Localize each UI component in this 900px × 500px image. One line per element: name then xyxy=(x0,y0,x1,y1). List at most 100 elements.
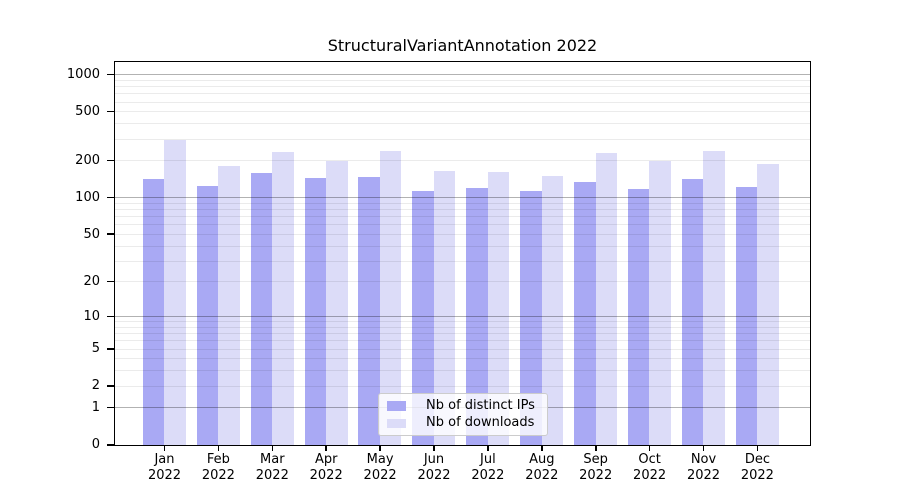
x-tick-year: 2022 xyxy=(147,467,182,483)
y-tick-label-0: 0 xyxy=(91,437,100,453)
x-tick-month: Oct xyxy=(638,452,661,467)
y-gridline-minor-4 xyxy=(115,358,810,360)
bar-downloads-feb xyxy=(218,166,240,445)
bar-downloads-sep xyxy=(595,153,617,445)
bar-downloads-jan xyxy=(164,139,186,445)
legend-item-downloads: Nb of downloads xyxy=(387,415,539,431)
x-tick-year: 2022 xyxy=(633,467,667,483)
y-tick-10 xyxy=(107,315,114,317)
legend-swatch-distinct-ips xyxy=(387,401,406,411)
bar-downloads-jul xyxy=(487,171,510,445)
bars-layer xyxy=(115,62,810,445)
legend-item-distinct-ips: Nb of distinct IPs xyxy=(387,398,539,414)
x-tick-feb xyxy=(217,446,220,451)
x-tick-year: 2022 xyxy=(740,467,774,483)
x-tick-month: Sep xyxy=(583,452,608,467)
y-gridline-minor-40 xyxy=(115,245,810,247)
y-gridline-minor-70 xyxy=(115,216,810,218)
bar-downloads-may xyxy=(379,151,402,445)
legend: Nb of distinct IPs Nb of downloads xyxy=(378,393,548,436)
bar-distinct-ips-feb xyxy=(196,186,219,445)
x-tick-label-aug: Aug 2022 xyxy=(510,452,574,483)
bar-downloads-apr xyxy=(326,161,348,445)
x-tick-month: Dec xyxy=(744,452,770,467)
x-tick-year: 2022 xyxy=(255,467,289,483)
y-gridline-minor-300 xyxy=(115,138,810,140)
x-tick-label-jan: Jan 2022 xyxy=(133,452,197,483)
x-tick-month: Apr xyxy=(314,452,338,467)
x-tick-year: 2022 xyxy=(363,467,397,483)
x-tick-label-sep: Sep 2022 xyxy=(564,452,628,483)
y-gridline-minor-20 xyxy=(115,281,810,283)
x-tick-nov xyxy=(702,446,705,451)
y-gridline-major-10 xyxy=(115,316,810,318)
y-gridline-minor-900 xyxy=(115,79,810,81)
x-tick-month: Nov xyxy=(690,452,717,467)
x-tick-month: Mar xyxy=(260,452,285,467)
y-tick-label-20: 20 xyxy=(83,274,100,290)
x-tick-month: Aug xyxy=(529,452,555,467)
y-tick-100 xyxy=(107,196,114,199)
y-gridline-minor-700 xyxy=(115,93,810,95)
y-gridline-minor-2 xyxy=(115,385,810,387)
y-tick-label-100: 100 xyxy=(75,189,100,205)
bar-distinct-ips-jun xyxy=(412,191,434,445)
x-tick-label-mar: Mar 2022 xyxy=(240,452,304,483)
y-tick-20 xyxy=(107,280,114,283)
x-tick-label-may: May 2022 xyxy=(348,452,412,483)
x-tick-label-apr: Apr 2022 xyxy=(294,452,358,483)
y-tick-label-1000: 1000 xyxy=(66,67,100,82)
bar-distinct-ips-sep xyxy=(574,181,596,445)
y-tick-1000 xyxy=(107,73,114,76)
x-tick-apr xyxy=(325,446,327,451)
y-tick-label-50: 50 xyxy=(83,226,100,242)
bar-distinct-ips-nov xyxy=(681,179,704,445)
bar-downloads-nov xyxy=(703,151,725,445)
y-gridline-minor-200 xyxy=(115,160,810,162)
x-tick-month: Feb xyxy=(206,452,230,467)
y-tick-2 xyxy=(107,385,114,387)
grid-layer xyxy=(115,62,810,445)
bar-distinct-ips-jan xyxy=(142,179,165,445)
x-tick-label-dec: Dec 2022 xyxy=(725,452,789,483)
x-tick-label-jun: Jun 2022 xyxy=(402,452,466,483)
x-tick-label-nov: Nov 2022 xyxy=(672,452,736,483)
y-tick-label-1: 1 xyxy=(91,400,100,416)
x-tick-label-jul: Jul 2022 xyxy=(456,452,520,483)
y-tick-label-500: 500 xyxy=(75,104,100,120)
bar-downloads-aug xyxy=(541,176,564,445)
x-tick-year: 2022 xyxy=(201,467,235,483)
x-tick-oct xyxy=(648,446,651,451)
y-tick-50 xyxy=(107,233,114,235)
y-gridline-minor-50 xyxy=(115,233,810,235)
y-gridline-major-100 xyxy=(115,197,810,199)
y-gridline-minor-800 xyxy=(115,86,810,88)
y-gridline-minor-90 xyxy=(115,202,810,204)
y-tick-1 xyxy=(107,406,114,409)
bar-distinct-ips-jul xyxy=(466,187,488,445)
y-tick-label-5: 5 xyxy=(91,341,100,357)
bar-distinct-ips-aug xyxy=(520,190,542,445)
x-tick-jun xyxy=(433,446,435,451)
x-tick-year: 2022 xyxy=(471,467,505,483)
x-tick-jan xyxy=(163,446,166,451)
x-tick-jul xyxy=(487,446,489,451)
y-gridline-minor-5 xyxy=(115,348,810,350)
bar-downloads-jun xyxy=(433,171,456,445)
y-tick-label-10: 10 xyxy=(83,308,100,324)
x-tick-sep xyxy=(595,446,597,451)
y-gridline-minor-600 xyxy=(115,101,810,103)
chart-title: StructuralVariantAnnotation 2022 xyxy=(327,36,598,55)
y-gridline-minor-80 xyxy=(115,209,810,211)
bar-distinct-ips-dec xyxy=(735,187,758,445)
x-tick-month: May xyxy=(366,452,394,467)
y-gridline-minor-500 xyxy=(115,111,810,113)
x-tick-year: 2022 xyxy=(417,467,451,483)
x-tick-month: Jul xyxy=(480,452,496,467)
y-tick-500 xyxy=(107,110,114,113)
legend-label-downloads: Nb of downloads xyxy=(426,415,535,431)
y-gridline-minor-7 xyxy=(115,333,810,335)
y-gridline-major-1000 xyxy=(115,74,810,76)
legend-swatch-downloads xyxy=(387,418,406,428)
